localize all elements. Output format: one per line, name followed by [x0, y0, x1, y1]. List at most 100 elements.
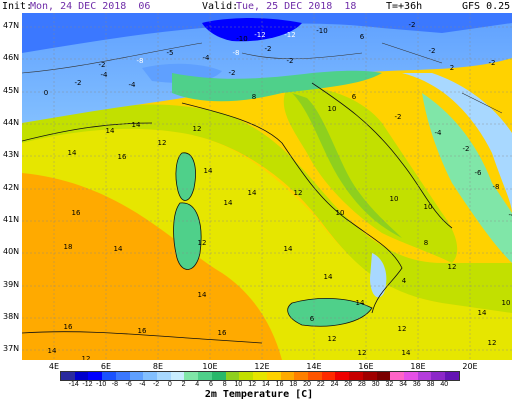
- colorbar-swatch: [362, 372, 377, 380]
- temperature-value: 6: [309, 315, 315, 323]
- longitude-label: 14E: [306, 362, 322, 371]
- temperature-value: 16: [63, 323, 73, 331]
- temperature-value: 18: [63, 243, 73, 251]
- latitude-label: 44N: [3, 118, 20, 127]
- colorbar-tick-label: 34: [399, 381, 407, 388]
- latitude-label: 46N: [3, 53, 20, 62]
- temperature-value: 14: [223, 199, 233, 207]
- colorbar-tick-label: 6: [209, 381, 213, 388]
- temperature-value: 14: [283, 245, 293, 253]
- temperature-value: 14: [247, 189, 257, 197]
- colorbar-tick-label: 24: [330, 381, 339, 388]
- colorbar-tick-label: 36: [412, 381, 421, 388]
- temperature-value: -8: [232, 49, 240, 57]
- temperature-value: -2: [428, 47, 436, 55]
- temperature-value: -8: [492, 183, 500, 191]
- colorbar-tick-label: 18: [289, 381, 298, 388]
- colorbar-tick-label: 20: [303, 381, 311, 388]
- temperature-value: -8: [136, 57, 144, 65]
- temperature-value: -2: [228, 69, 236, 77]
- temperature-value: -2: [488, 59, 496, 67]
- colorbar-swatch: [129, 372, 144, 380]
- temperature-value: -10: [236, 35, 248, 43]
- latitude-label: 37N: [3, 344, 20, 353]
- temperature-value: 8: [251, 93, 257, 101]
- colorbar-swatch: [198, 372, 212, 380]
- temperature-value: -2: [286, 57, 294, 65]
- colorbar-swatch: [349, 372, 363, 380]
- valid-label: Valid:: [202, 1, 239, 12]
- colorbar-tick-label: 0: [167, 381, 172, 388]
- temperature-value: 6: [359, 33, 365, 41]
- longitude-label: 4E: [48, 362, 60, 371]
- colorbar-tick-label: 16: [275, 381, 284, 388]
- colorbar-swatch: [266, 372, 281, 380]
- temperature-value: 14: [67, 149, 77, 157]
- longitude-label: 16E: [358, 362, 374, 371]
- colorbar-tick-label: -12: [82, 381, 93, 388]
- temperature-value: -6: [474, 169, 482, 177]
- temperature-value: -2: [74, 79, 82, 87]
- temperature-value: 4: [401, 277, 407, 285]
- colorbar-swatch: [143, 372, 158, 380]
- colorbar-tick-label: -2: [152, 381, 160, 388]
- latitude-label: 40N: [3, 247, 20, 256]
- temperature-value: 10: [389, 195, 399, 203]
- colorbar-swatch: [445, 372, 459, 380]
- map-shading: [22, 13, 512, 360]
- colorbar-tick-label: 32: [385, 381, 394, 388]
- temperature-value: 12: [327, 335, 337, 343]
- temperature-value: 12: [357, 349, 367, 357]
- latitude-label: 41N: [3, 215, 20, 224]
- colorbar-tick-label: 10: [234, 381, 243, 388]
- colorbar-tick-label: 14: [261, 381, 270, 388]
- colorbar-tick-label: 38: [426, 381, 435, 388]
- temperature-map: -10 -12 -12 -2 -8 -10 -4 -5 -8 -2 -4 -2 -2 6 -2 -2 2 -2 -2…: [22, 13, 512, 360]
- colorbar-tick-label: 30: [371, 381, 380, 388]
- colorbar-swatch: [225, 372, 240, 380]
- temperature-value: 14: [401, 349, 411, 357]
- colorbar-swatch: [88, 372, 103, 380]
- colorbar-swatch: [102, 372, 116, 380]
- temperature-value: 14: [355, 299, 365, 307]
- colorbar-swatch: [170, 372, 185, 380]
- temperature-value: 14: [105, 127, 115, 135]
- colorbar-swatch: [239, 372, 254, 380]
- temperature-value: 16: [117, 153, 127, 161]
- latitude-label: 43N: [3, 150, 20, 159]
- longitude-label: 6E: [100, 362, 112, 371]
- colorbar-swatch: [61, 372, 75, 380]
- colorbar-tick-label: 8: [222, 381, 227, 388]
- colorbar-title: 2m Temperature [C]: [204, 389, 314, 400]
- colorbar-swatch: [376, 372, 391, 380]
- latitude-label: 38N: [3, 312, 20, 321]
- colorbar-swatch: [115, 372, 130, 380]
- temperature-value: -12: [284, 31, 296, 39]
- temperature-value: -5: [166, 49, 174, 57]
- temperature-value: 10: [423, 203, 433, 211]
- temperature-value: 14: [323, 273, 333, 281]
- colorbar-swatch: [280, 372, 295, 380]
- longitude-label: 10E: [202, 362, 218, 371]
- colorbar-swatch: [403, 372, 418, 380]
- temperature-value: 16: [137, 327, 147, 335]
- latitude-label: 39N: [3, 280, 20, 289]
- colorbar-swatch: [431, 372, 446, 380]
- temperature-value: -4: [434, 129, 442, 137]
- init-label: Init:: [2, 1, 33, 12]
- temperature-value: 16: [71, 209, 81, 217]
- temperature-value: 12: [397, 325, 407, 333]
- model-name: GFS 0.25: [462, 1, 511, 12]
- colorbar-swatch: [157, 372, 171, 380]
- colorbar-swatch: [321, 372, 336, 380]
- colorbar-tick-label: 26: [344, 381, 353, 388]
- init-value: Mon, 24 DEC 2018 06: [30, 1, 151, 12]
- colorbar-swatch: [417, 372, 432, 380]
- latitude-label: 47N: [3, 21, 20, 30]
- forecast-step: T=+36h: [386, 1, 423, 12]
- longitude-label: 18E: [410, 362, 426, 371]
- temperature-value: 14: [47, 347, 57, 355]
- temperature-value: -4: [100, 71, 108, 79]
- temperature-value: 12: [293, 189, 303, 197]
- temperature-value: 14: [131, 121, 141, 129]
